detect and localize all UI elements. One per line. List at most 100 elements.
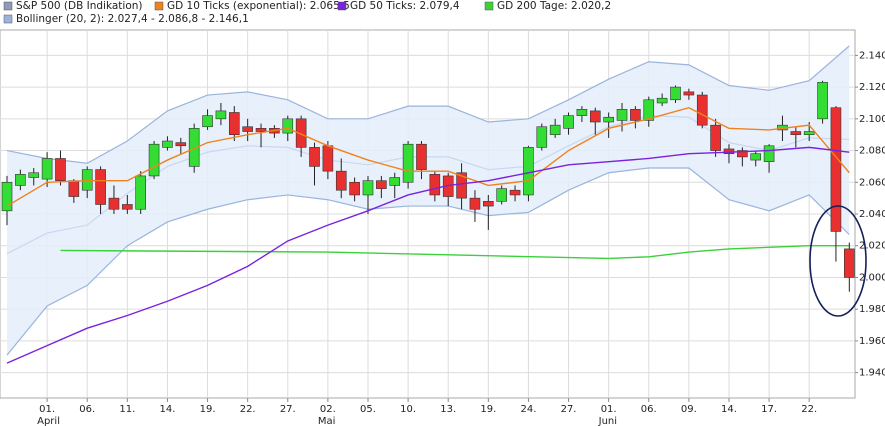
x-tick-label: 27. (280, 404, 296, 415)
x-tick-label: 05. (360, 404, 376, 415)
candle-body (322, 145, 334, 172)
y-tick-label: 2.140 (859, 50, 885, 61)
candle-body (656, 97, 668, 104)
candle-body (536, 126, 548, 148)
candle-body (81, 169, 93, 191)
x-tick-label: 11. (119, 404, 135, 415)
y-tick-label: 1.940 (859, 368, 885, 379)
candle-body (750, 153, 762, 161)
x-tick-label: 06. (641, 404, 657, 415)
candle-body (563, 115, 574, 129)
candle-body (228, 112, 240, 135)
x-tick-label: 01. (601, 404, 617, 415)
candle-body (41, 158, 53, 180)
legend-label: GD 50 Ticks: 2.079,4 (350, 0, 460, 12)
legend-label: S&P 500 (DB Indikation) (16, 0, 143, 12)
candle-body (242, 126, 253, 132)
candle-body (683, 91, 695, 96)
candle-body (215, 110, 227, 120)
y-tick-label: 2.020 (859, 241, 885, 252)
candle-body (616, 109, 628, 121)
legend-label: GD 10 Ticks (exponential): 2.065,5 (167, 0, 350, 12)
candle-body (483, 201, 494, 207)
candle-body (429, 174, 441, 196)
candle-body (630, 109, 641, 121)
x-tick-label: 22. (240, 404, 256, 415)
month-label: Juni (598, 416, 617, 426)
x-tick-label: 10. (400, 404, 416, 415)
candle-body (710, 124, 721, 151)
candle-body (28, 172, 40, 178)
y-tick-label: 1.960 (859, 336, 885, 347)
candle-body (309, 147, 320, 167)
candle-body (670, 86, 681, 101)
candle-body (55, 158, 66, 181)
candle-body (549, 124, 561, 135)
bollinger-fill (7, 45, 850, 356)
candle-body (402, 143, 414, 183)
legend-swatch (3, 14, 13, 24)
legend: S&P 500 (DB Indikation) GD 10 Ticks (expo… (3, 0, 611, 25)
candle-body (349, 181, 360, 196)
candle-body (844, 248, 855, 278)
x-tick-label: 22. (801, 404, 817, 415)
candle-body (389, 177, 401, 186)
annotation-ellipse (809, 205, 867, 317)
candle-body (643, 99, 655, 121)
x-tick-label: 14. (721, 404, 737, 415)
bollinger-lower (6, 167, 850, 356)
x-tick-label: 01. (39, 404, 55, 415)
candle-body (148, 143, 160, 177)
legend-label: Bollinger (20, 2): 2.027,4 - 2.086,8 - 2… (16, 13, 249, 25)
candle-body (589, 110, 601, 123)
candle-body (469, 197, 481, 210)
candle-body (68, 180, 80, 197)
series-line (6, 146, 850, 364)
candle-body (15, 174, 26, 186)
x-tick-label: 19. (480, 404, 496, 415)
candle-body (202, 115, 213, 128)
y-tick-label: 2.100 (859, 114, 885, 125)
x-tick-label: 14. (159, 404, 175, 415)
candle-body (1, 181, 13, 212)
candle-body (603, 116, 614, 123)
candle-body (817, 82, 828, 120)
x-tick-label: 02. (320, 404, 336, 415)
candle-body (416, 143, 427, 170)
bollinger-middle (6, 115, 850, 255)
candle-body (456, 172, 467, 199)
candle-body (295, 118, 307, 148)
y-tick-label: 2.060 (859, 177, 885, 188)
candle-body (135, 175, 146, 210)
y-tick-label: 2.120 (859, 82, 885, 93)
legend-label: GD 200 Tage: 2.020,2 (497, 0, 611, 12)
candle-body (790, 131, 802, 135)
y-tick-label: 2.000 (859, 272, 885, 283)
legend-swatch (337, 1, 347, 11)
month-label: April (37, 416, 60, 426)
candle-body (696, 94, 708, 126)
candle-body (122, 204, 133, 210)
series-line (6, 106, 850, 207)
candle-body (576, 109, 588, 116)
candle-body (255, 128, 267, 132)
bollinger-upper (6, 45, 850, 164)
x-tick-label: 17. (761, 404, 777, 415)
month-label: Mai (318, 416, 336, 426)
x-tick-label: 13. (440, 404, 456, 415)
candle-body (523, 147, 534, 196)
candle-body (282, 118, 294, 134)
candle-body (108, 197, 120, 210)
y-tick-label: 2.040 (859, 209, 885, 220)
candle-body (376, 180, 387, 189)
candle-body (496, 188, 507, 202)
candle-body (803, 131, 815, 135)
series-line (60, 245, 850, 260)
candle-body (335, 170, 347, 191)
legend-swatch (484, 1, 494, 11)
x-tick-label: 06. (79, 404, 95, 415)
x-tick-label: 19. (200, 404, 216, 415)
candle-body (509, 189, 521, 196)
candle-body (737, 150, 748, 158)
legend-swatch (154, 1, 164, 11)
